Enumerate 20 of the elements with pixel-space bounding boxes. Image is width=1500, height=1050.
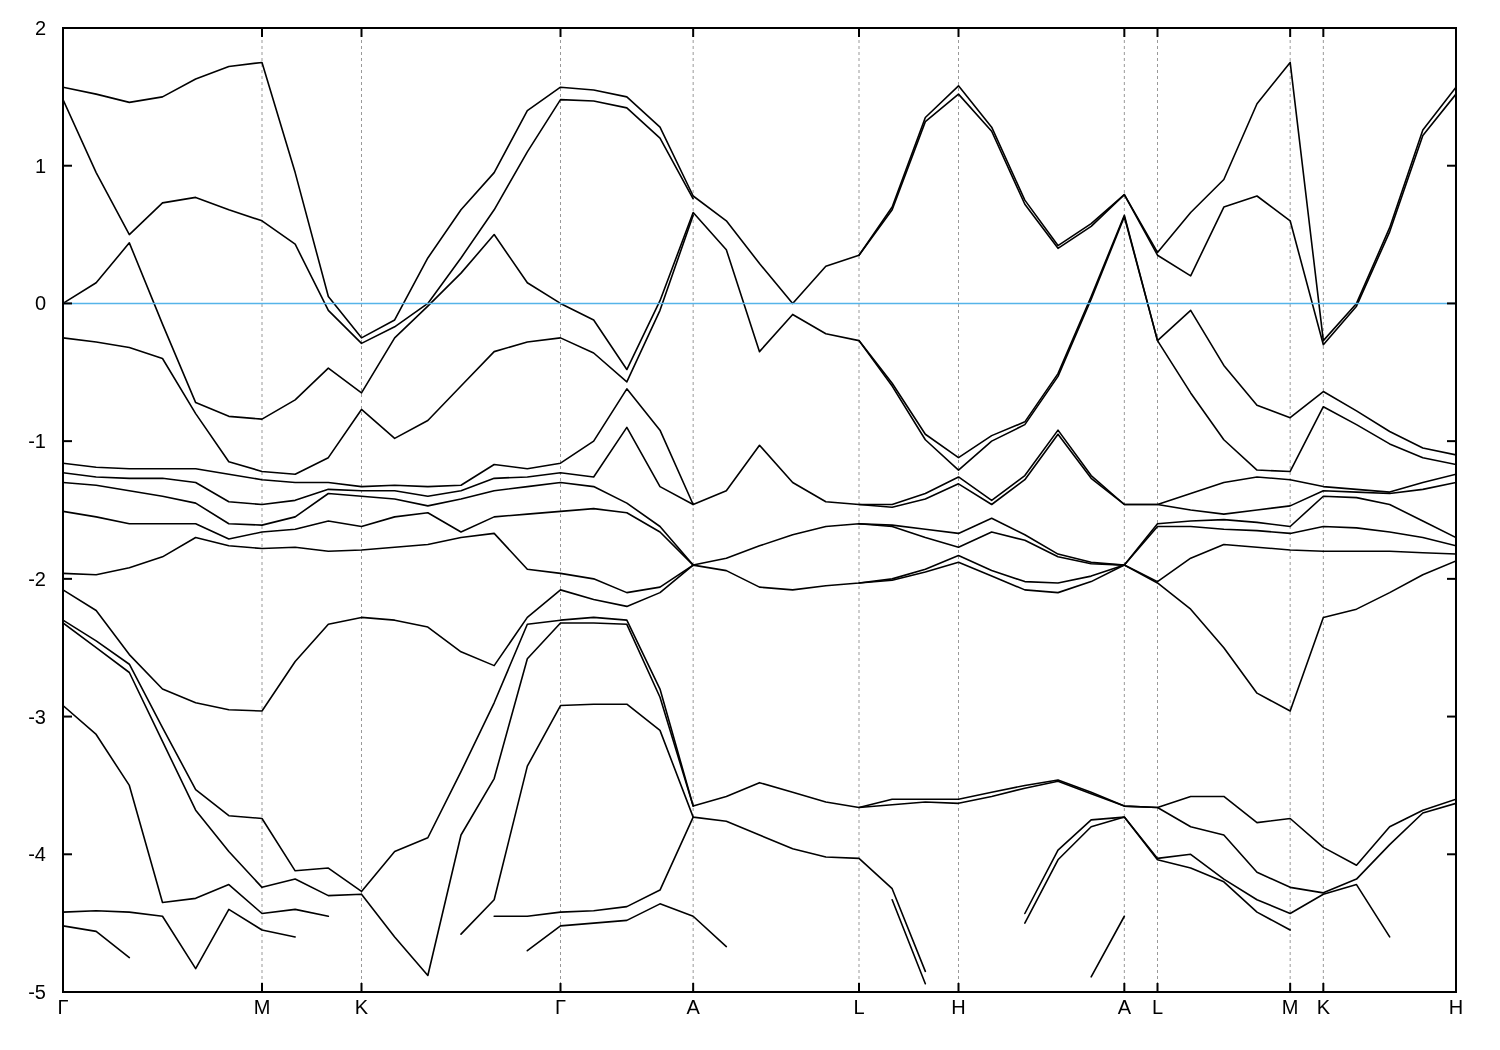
x-tick-label: K — [1316, 996, 1331, 1018]
y-tick-label: -4 — [28, 843, 46, 866]
x-tick-label: M — [253, 996, 271, 1018]
x-tick-label: A — [1117, 996, 1132, 1018]
x-tick-label: A — [686, 996, 701, 1018]
x-tick-label: L — [1151, 996, 1164, 1018]
x-tick-label: L — [853, 996, 865, 1018]
x-tick-label: H — [951, 996, 966, 1018]
y-tick-label: -1 — [28, 430, 46, 453]
y-tick-label: 2 — [34, 17, 46, 39]
y-tick-label: -3 — [28, 705, 46, 728]
x-tick-label: K — [354, 996, 369, 1018]
x-tick-label: H — [1448, 996, 1464, 1018]
y-tick-label: -2 — [28, 567, 46, 590]
y-tick-label: 1 — [34, 154, 46, 177]
y-tick-label: -5 — [28, 981, 46, 1003]
x-tick-label: Γ — [554, 996, 567, 1018]
y-tick-label: 0 — [34, 292, 46, 315]
x-tick-label: M — [1281, 996, 1299, 1018]
x-tick-label: Γ — [57, 996, 69, 1018]
